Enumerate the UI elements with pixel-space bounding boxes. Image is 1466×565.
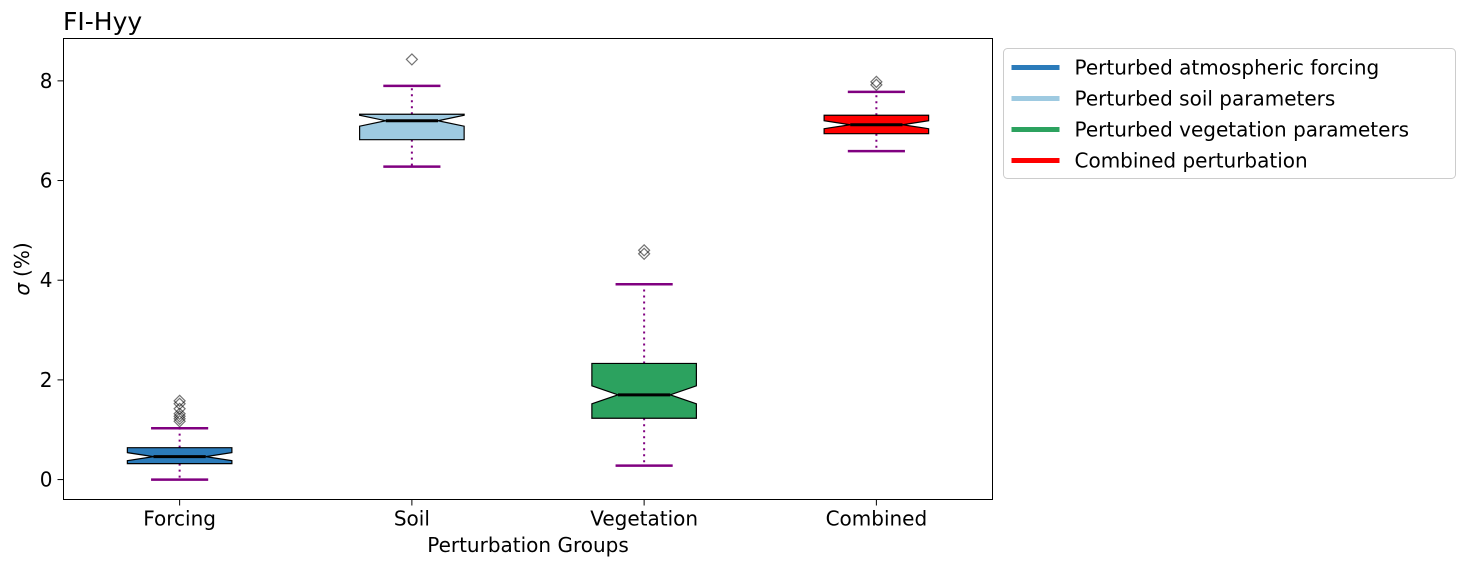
y-axis-title: σ (%)	[10, 242, 34, 295]
legend-label: Perturbed atmospheric forcing	[1075, 56, 1380, 80]
legend-label: Perturbed vegetation parameters	[1075, 118, 1410, 142]
outlier-point	[870, 75, 883, 89]
x-tick-label: Combined	[826, 507, 928, 531]
outlier-point	[173, 394, 186, 408]
outlier-point	[637, 243, 651, 257]
plot-area	[126, 53, 930, 481]
y-axis-symbol: σ	[10, 282, 34, 296]
y-tick-label: 8	[40, 69, 53, 93]
y-axis-unit: (%)	[10, 242, 34, 277]
legend-label: Combined perturbation	[1075, 149, 1308, 173]
outlier-point	[405, 53, 419, 66]
box-body	[359, 113, 465, 141]
outlier-point	[637, 247, 651, 261]
outlier-point	[173, 407, 186, 421]
outlier-point	[173, 414, 186, 428]
outlier-point	[173, 412, 186, 426]
legend-frame	[1003, 48, 1456, 179]
box-combined	[823, 75, 930, 153]
box-soil	[359, 53, 465, 168]
y-tick-label: 2	[40, 368, 53, 392]
legend: Perturbed atmospheric forcing Perturbed s…	[1003, 48, 1456, 179]
outlier-point	[173, 409, 186, 423]
box-forcing	[126, 394, 233, 481]
box-body	[591, 362, 697, 419]
chart-title: FI-Hyy	[63, 7, 142, 36]
plot-frame	[63, 38, 993, 500]
legend-label: Perturbed soil parameters	[1075, 87, 1336, 111]
x-tick-label: Forcing	[143, 507, 216, 531]
y-tick-label: 4	[40, 268, 53, 292]
outlier-point	[173, 402, 186, 416]
box-vegetation	[591, 243, 697, 467]
x-tick-label: Soil	[394, 507, 430, 531]
axes: 0 2 4 6 8 Forcing Soil Vegetation Combined	[40, 69, 927, 531]
y-tick-label: 0	[40, 468, 53, 492]
x-tick-label: Vegetation	[590, 507, 698, 531]
x-axis-title: Perturbation Groups	[427, 533, 629, 557]
y-tick-label: 6	[40, 169, 53, 193]
